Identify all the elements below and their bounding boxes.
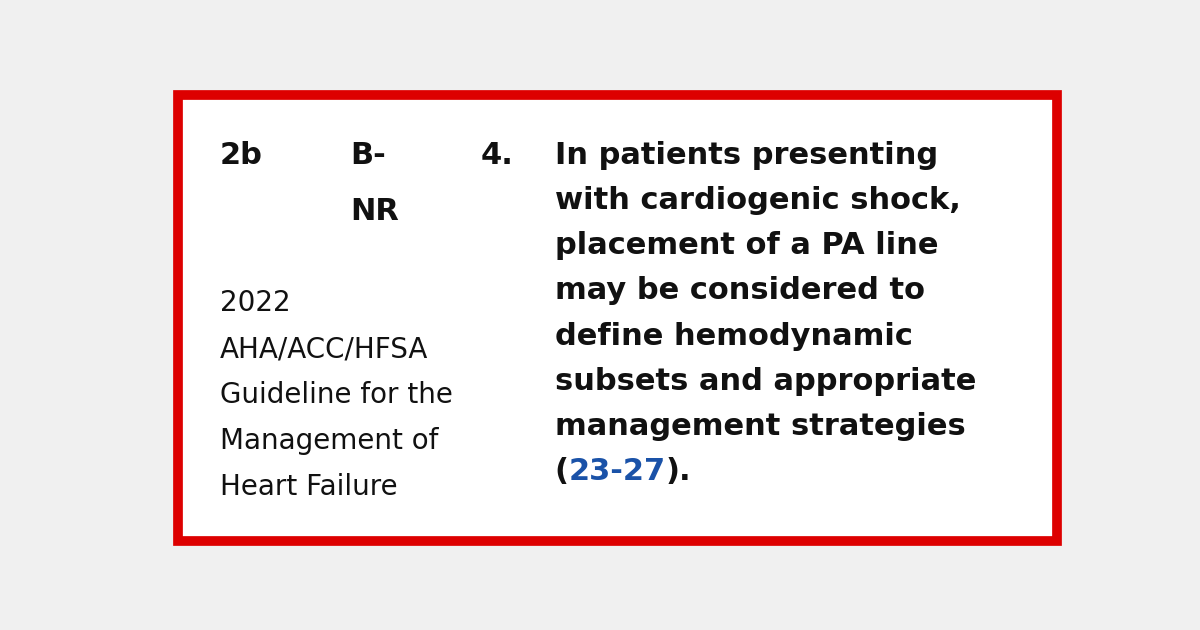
Text: AHA/ACC/HFSA: AHA/ACC/HFSA: [220, 335, 428, 363]
Text: subsets and appropriate: subsets and appropriate: [554, 367, 976, 396]
FancyBboxPatch shape: [178, 95, 1057, 541]
Text: 2022: 2022: [220, 289, 290, 317]
Text: Guideline for the: Guideline for the: [220, 381, 452, 410]
Text: B-: B-: [350, 141, 385, 170]
Text: 2b: 2b: [220, 141, 263, 170]
Text: NR: NR: [350, 197, 398, 226]
Text: may be considered to: may be considered to: [554, 277, 924, 306]
Text: In patients presenting: In patients presenting: [554, 141, 937, 170]
Text: Heart Failure: Heart Failure: [220, 473, 397, 501]
Text: Management of: Management of: [220, 427, 438, 455]
Text: define hemodynamic: define hemodynamic: [554, 321, 912, 350]
Text: management strategies: management strategies: [554, 412, 965, 441]
Text: 23-27: 23-27: [569, 457, 666, 486]
Text: (: (: [554, 457, 569, 486]
Text: 4.: 4.: [480, 141, 514, 170]
Text: with cardiogenic shock,: with cardiogenic shock,: [554, 186, 960, 215]
Text: placement of a PA line: placement of a PA line: [554, 231, 938, 260]
Text: ).: ).: [666, 457, 691, 486]
